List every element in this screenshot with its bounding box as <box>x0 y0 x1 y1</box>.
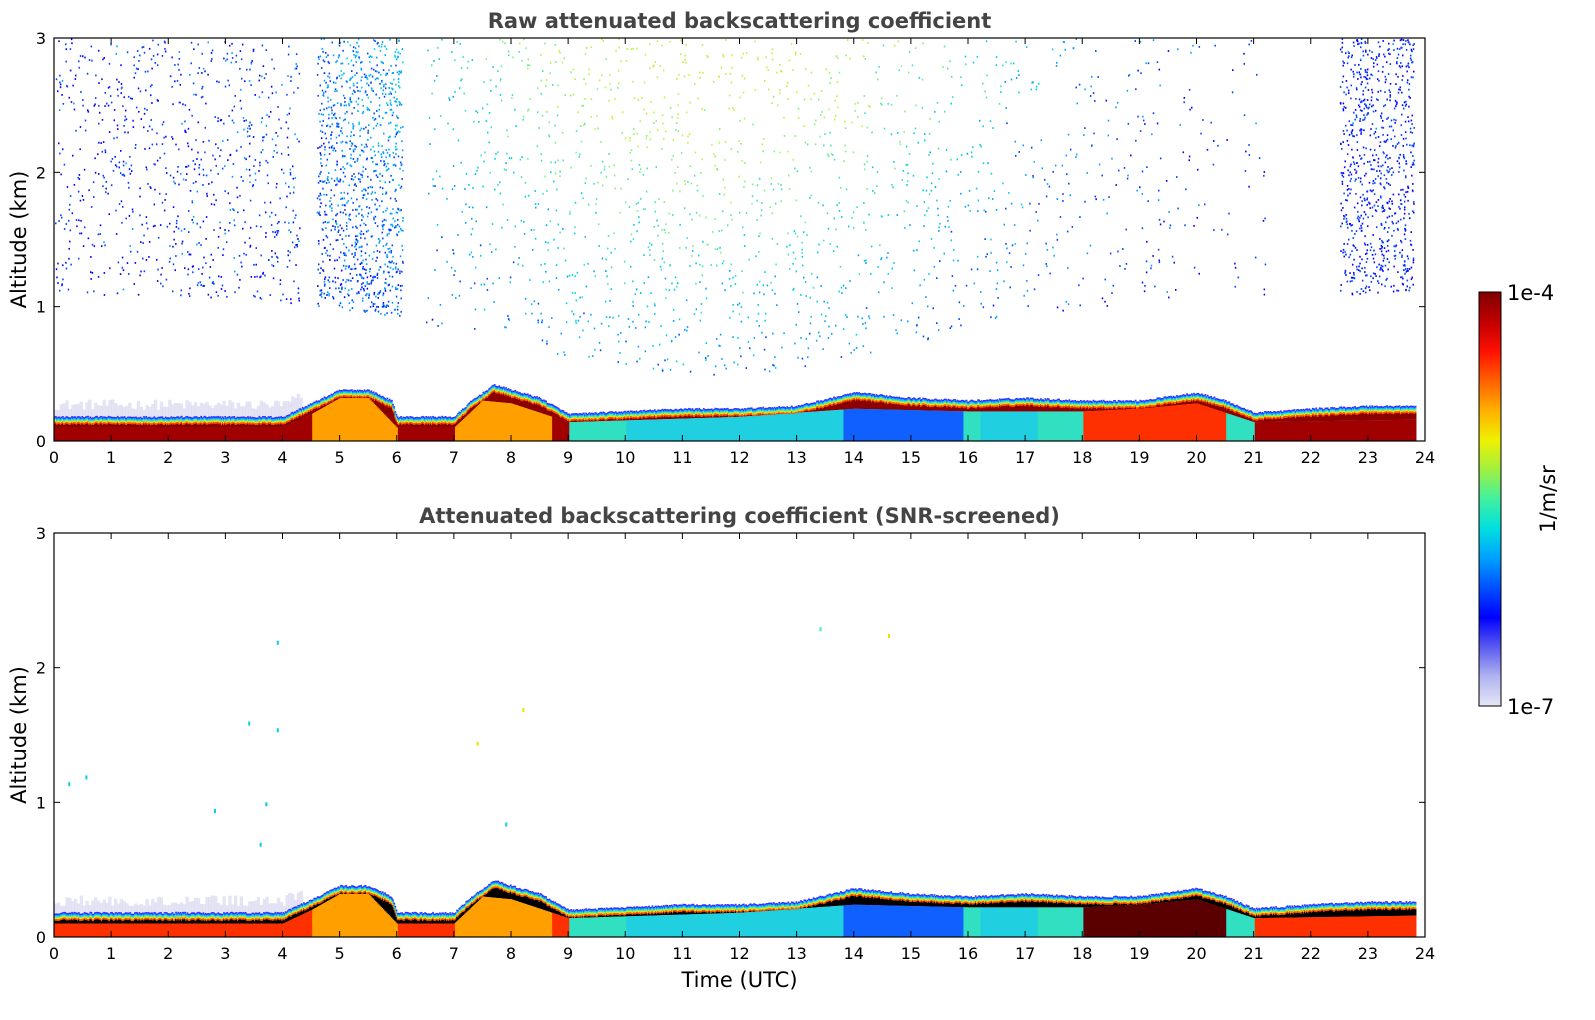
x-tick-label: 3 <box>220 448 230 467</box>
x-tick-label: 17 <box>1015 448 1035 467</box>
colorbar-max-label: 1e-4 <box>1507 281 1554 305</box>
x-tick-label: 5 <box>335 448 345 467</box>
y-tick-label: 3 <box>36 29 46 48</box>
plot-frame <box>53 532 1426 938</box>
colorbar: 1e-4 1e-7 1/m/sr <box>1478 281 1560 719</box>
x-tick-label: 23 <box>1358 448 1378 467</box>
x-axis-label: Time (UTC) <box>680 968 797 992</box>
x-tick-label: 18 <box>1072 448 1092 467</box>
x-tick-label: 11 <box>672 944 692 963</box>
x-tick-label: 17 <box>1015 944 1035 963</box>
y-tick-label: 0 <box>36 928 46 947</box>
x-tick-label: 8 <box>506 944 516 963</box>
x-tick-label: 4 <box>277 944 287 963</box>
chart-title: Raw attenuated backscattering coefficien… <box>488 9 992 33</box>
y-axis-label: Altitude (km) <box>7 666 31 804</box>
x-tick-label: 24 <box>1415 944 1435 963</box>
x-tick-label: 22 <box>1301 448 1321 467</box>
y-tick-label: 0 <box>36 432 46 451</box>
x-tick-label: 0 <box>49 448 59 467</box>
x-tick-label: 20 <box>1186 944 1206 963</box>
x-tick-label: 6 <box>392 944 402 963</box>
y-tick-label: 2 <box>36 163 46 182</box>
x-tick-label: 16 <box>958 448 978 467</box>
y-tick-label: 2 <box>36 659 46 678</box>
x-tick-label: 14 <box>844 944 864 963</box>
chart-title: Attenuated backscattering coefficient (S… <box>419 504 1060 528</box>
x-tick-label: 16 <box>958 944 978 963</box>
x-tick-label: 7 <box>449 944 459 963</box>
x-tick-label: 12 <box>729 944 749 963</box>
colorbar-min-label: 1e-7 <box>1507 695 1554 719</box>
x-tick-label: 21 <box>1243 448 1263 467</box>
x-tick-label: 11 <box>672 448 692 467</box>
x-tick-label: 3 <box>220 944 230 963</box>
colorbar-gradient <box>1478 291 1502 707</box>
plot-frame <box>53 37 1426 442</box>
x-tick-label: 9 <box>563 944 573 963</box>
x-tick-label: 21 <box>1243 944 1263 963</box>
x-tick-label: 20 <box>1186 448 1206 467</box>
x-tick-label: 10 <box>615 944 635 963</box>
x-tick-label: 8 <box>506 448 516 467</box>
x-tick-label: 19 <box>1129 448 1149 467</box>
y-axis-label: Altitude (km) <box>7 171 31 309</box>
panel-2: 0 1 2 3 4 5 6 7 8 9 10 11 12 13 14 15 16 17 18 19 20 21 22 23 24… <box>7 504 1435 992</box>
x-tick-label: 5 <box>335 944 345 963</box>
x-tick-label: 24 <box>1415 448 1435 467</box>
x-tick-label: 1 <box>106 944 116 963</box>
x-tick-label: 1 <box>106 448 116 467</box>
panel-1: 0 1 2 3 4 5 6 7 8 9 10 11 12 13 14 15 16 17 18 19 20 21 22 23 24… <box>7 9 1435 467</box>
x-tick-label: 12 <box>729 448 749 467</box>
x-tick-label: 13 <box>786 944 806 963</box>
x-tick-label: 2 <box>163 944 173 963</box>
heatmap-1 <box>54 38 1417 441</box>
x-tick-label: 4 <box>277 448 287 467</box>
x-tick-label: 15 <box>901 448 921 467</box>
colorbar-unit-label: 1/m/sr <box>1536 465 1560 533</box>
x-tick-label: 18 <box>1072 944 1092 963</box>
y-tick-label: 1 <box>36 793 46 812</box>
x-tick-label: 0 <box>49 944 59 963</box>
y-tick-label: 1 <box>36 298 46 317</box>
y-tick-label: 3 <box>36 524 46 543</box>
x-tick-label: 23 <box>1358 944 1378 963</box>
x-tick-label: 9 <box>563 448 573 467</box>
x-tick-label: 6 <box>392 448 402 467</box>
x-tick-label: 13 <box>786 448 806 467</box>
x-tick-label: 7 <box>449 448 459 467</box>
x-tick-label: 22 <box>1301 944 1321 963</box>
x-tick-label: 10 <box>615 448 635 467</box>
x-tick-label: 15 <box>901 944 921 963</box>
x-tick-label: 14 <box>844 448 864 467</box>
x-tick-label: 19 <box>1129 944 1149 963</box>
x-tick-label: 2 <box>163 448 173 467</box>
heatmap-2 <box>54 627 1417 937</box>
